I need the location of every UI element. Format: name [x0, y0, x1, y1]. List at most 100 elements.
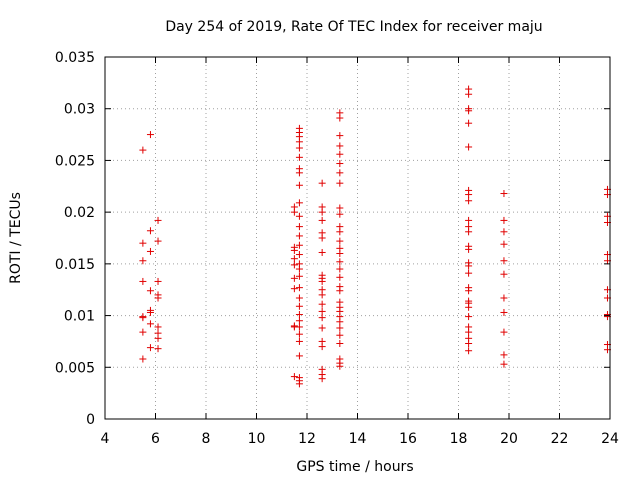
x-tick-label: 22	[551, 431, 569, 447]
x-tick-label: 20	[500, 431, 518, 447]
data-point	[295, 169, 303, 177]
data-point	[336, 160, 344, 168]
x-tick-label: 12	[298, 431, 316, 447]
data-point	[295, 317, 303, 325]
data-point	[146, 287, 154, 295]
data-point	[336, 114, 344, 122]
data-point	[336, 273, 344, 281]
data-point	[290, 246, 298, 254]
data-point	[295, 302, 303, 310]
data-point	[295, 323, 303, 331]
data-point	[336, 210, 344, 218]
data-point	[465, 228, 473, 236]
data-point	[336, 204, 344, 212]
data-point	[500, 294, 508, 302]
data-point	[318, 324, 326, 332]
data-point	[500, 240, 508, 248]
data-point	[295, 284, 303, 292]
data-point	[465, 197, 473, 205]
data-point	[336, 362, 344, 370]
data-point	[146, 320, 154, 328]
data-point	[295, 212, 303, 220]
data-point	[336, 258, 344, 266]
data-point	[295, 144, 303, 152]
data-point	[318, 300, 326, 308]
data-point	[139, 355, 147, 363]
data-point	[318, 234, 326, 242]
data-point	[500, 228, 508, 236]
data-point	[295, 251, 303, 259]
data-point	[290, 285, 298, 293]
data-point	[295, 337, 303, 345]
data-point	[295, 138, 303, 146]
data-point	[295, 272, 303, 280]
data-point	[336, 339, 344, 347]
data-point	[295, 311, 303, 319]
data-point	[146, 131, 154, 139]
data-point	[336, 169, 344, 177]
y-axis-label: ROTI / TECUs	[8, 192, 24, 284]
data-point	[500, 216, 508, 224]
data-point	[318, 208, 326, 216]
data-point	[500, 308, 508, 316]
axis-ticks	[104, 56, 611, 420]
data-point	[139, 239, 147, 247]
data-point	[336, 287, 344, 295]
data-point	[465, 191, 473, 199]
data-point	[465, 287, 473, 295]
data-point	[139, 146, 147, 154]
data-point	[154, 294, 162, 302]
data-point	[318, 307, 326, 315]
data-point	[154, 334, 162, 342]
y-tick-labels: 0 0.005 0.01 0.015 0.02 0.025 0.03 0.035	[55, 50, 95, 428]
x-tick-label: 16	[399, 431, 417, 447]
data-point	[465, 262, 473, 270]
data-point	[290, 261, 298, 269]
data-point	[154, 345, 162, 353]
data-point	[295, 380, 303, 388]
data-point	[336, 132, 344, 140]
data-point	[500, 360, 508, 368]
data-point	[295, 223, 303, 231]
data-point	[318, 291, 326, 299]
data-point	[318, 314, 326, 322]
y-tick-label: 0.02	[64, 205, 95, 221]
data-point	[465, 245, 473, 253]
data-point	[290, 255, 298, 263]
data-point	[465, 339, 473, 347]
data-point	[500, 328, 508, 336]
data-point	[146, 308, 154, 316]
data-point	[295, 241, 303, 249]
data-point	[295, 294, 303, 302]
data-point	[318, 274, 326, 282]
data-point	[336, 228, 344, 236]
x-tick-label: 8	[202, 431, 211, 447]
y-tick-label: 0.035	[55, 50, 95, 66]
data-point	[290, 373, 298, 381]
data-point	[295, 199, 303, 207]
data-point	[465, 107, 473, 115]
data-point	[336, 179, 344, 187]
x-axis-label: GPS time / hours	[296, 459, 413, 475]
data-point	[336, 150, 344, 158]
y-tick-label: 0.025	[55, 153, 95, 169]
data-point	[500, 351, 508, 359]
data-point	[465, 143, 473, 151]
data-point	[318, 375, 326, 383]
data-point	[154, 323, 162, 331]
y-tick-label: 0.03	[64, 102, 95, 118]
x-tick-label: 18	[450, 431, 468, 447]
data-point	[318, 216, 326, 224]
data-point	[139, 314, 147, 322]
data-point	[500, 270, 508, 278]
y-tick-label: 0.005	[55, 360, 95, 376]
chart-title: Day 254 of 2019, Rate Of TEC Index for r…	[165, 19, 542, 35]
data-point	[465, 313, 473, 321]
data-point	[336, 331, 344, 339]
data-point	[154, 216, 162, 224]
data-point	[336, 250, 344, 258]
data-point	[139, 257, 147, 265]
data-point	[139, 277, 147, 285]
data-point	[318, 343, 326, 351]
